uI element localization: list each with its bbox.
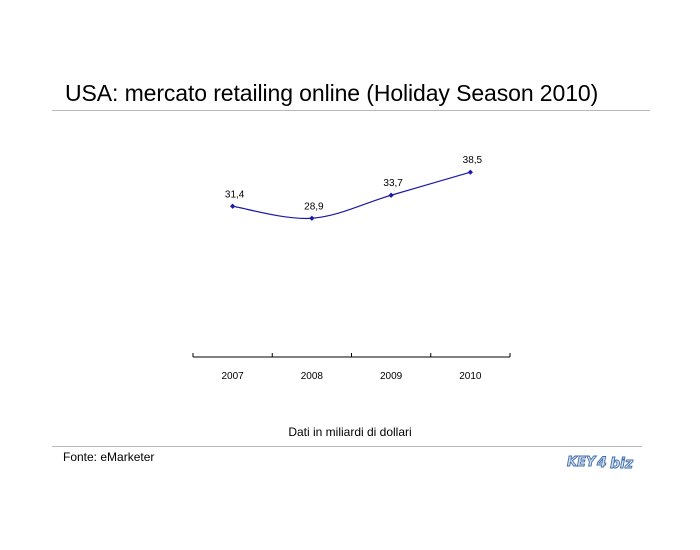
data-label: 38,5 <box>463 155 483 166</box>
x-axis-ticks <box>192 353 511 357</box>
key4biz-logo: KEY 4 biz <box>567 455 635 472</box>
data-point-marker <box>467 169 473 175</box>
data-point-marker <box>230 203 236 209</box>
x-axis-labels: 2007 2008 2009 2010 <box>222 371 482 382</box>
data-labels: 31,4 28,9 33,7 38,5 <box>225 155 483 212</box>
source-note: Fonte: eMarketer <box>63 450 155 464</box>
data-point-marker <box>388 192 394 198</box>
logo-text-biz: biz <box>610 456 634 472</box>
data-label: 28,9 <box>304 201 324 212</box>
x-tick-label: 2009 <box>380 371 403 382</box>
chart-caption: Dati in miliardi di dollari <box>288 425 412 439</box>
x-tick-label: 2007 <box>222 371 245 382</box>
data-label: 33,7 <box>383 178 403 189</box>
x-tick-label: 2008 <box>301 371 324 382</box>
x-tick-label: 2010 <box>459 371 482 382</box>
title-divider <box>52 110 650 111</box>
data-points <box>230 169 473 221</box>
logo-text-four: 4 <box>596 455 607 471</box>
data-label: 31,4 <box>225 189 245 200</box>
data-point-marker <box>309 215 315 221</box>
logo-text-key: KEY <box>567 455 597 470</box>
slide-title: USA: mercato retailing online (Holiday S… <box>65 80 599 106</box>
footer-divider <box>52 446 642 447</box>
series-line <box>232 171 471 220</box>
